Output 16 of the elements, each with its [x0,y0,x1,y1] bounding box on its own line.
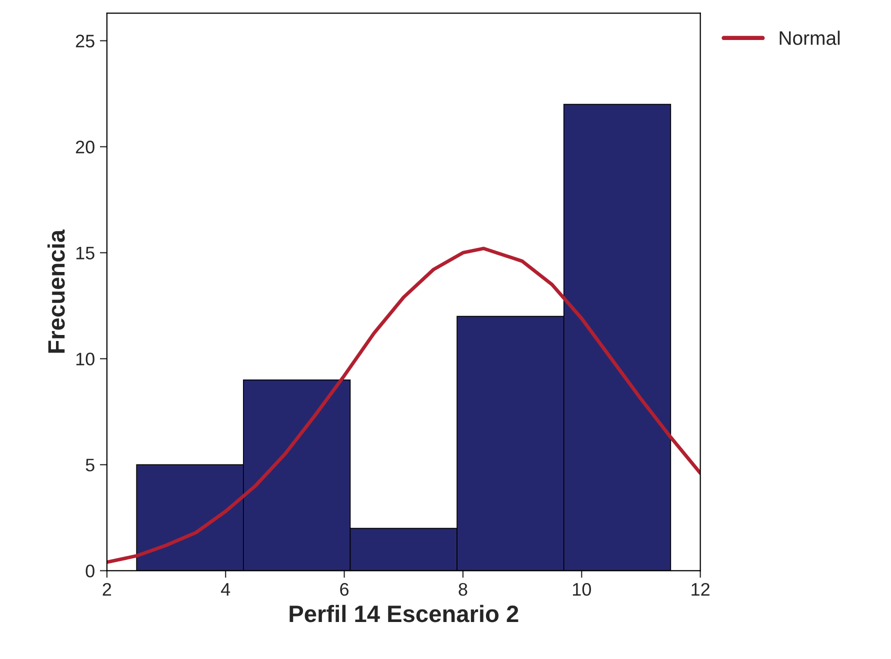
y-tick-label: 20 [76,140,94,154]
x-tick-label: 8 [458,582,468,596]
y-tick-label: 10 [76,352,94,366]
y-axis-title: Frecuencia [47,229,65,353]
y-tick-label: 25 [76,34,94,48]
line-series [106,246,700,564]
y-tick-label: 0 [86,564,94,578]
x-tick-label: 12 [692,582,710,596]
x-axis-title: Perfil 14 Escenario 2 [290,604,518,622]
x-tick-label: 6 [340,582,349,596]
x-tick-label: 4 [220,583,230,596]
legend-label: Normal [780,30,840,45]
x-tick-label: 10 [572,582,591,596]
y-tick-label: 15 [76,246,94,260]
x-tick-label: 2 [102,582,112,596]
y-tick-label: 5 [86,458,94,472]
